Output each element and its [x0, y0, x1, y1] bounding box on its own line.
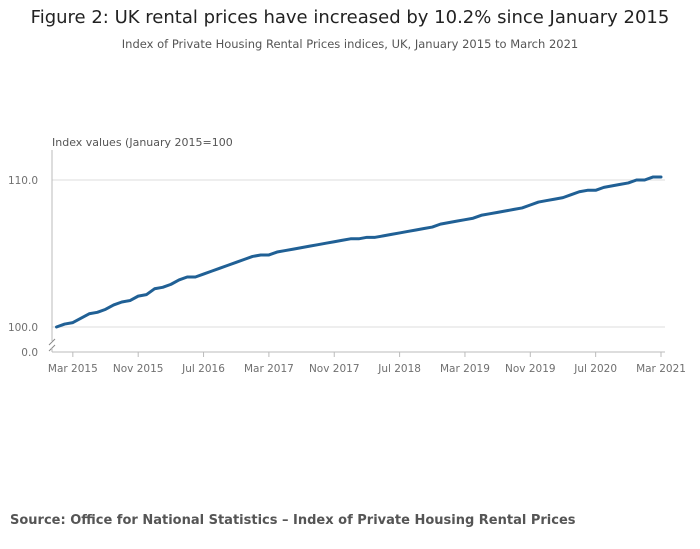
- x-tick-label: Nov 2017: [309, 363, 360, 375]
- series-group: [55, 175, 663, 329]
- chart-subtitle: Index of Private Housing Rental Prices i…: [121, 37, 579, 51]
- y-tick-label: 110.0: [8, 175, 38, 187]
- x-tick-label: Jul 2020: [573, 363, 617, 375]
- chart-title: Figure 2: UK rental prices have increase…: [30, 7, 670, 28]
- y-tick-label: 100.0: [8, 322, 38, 334]
- y-axis-label: Index values (January 2015=100: [52, 136, 233, 149]
- y-axis: 110.0 100.0 0.0: [8, 150, 56, 359]
- gridlines: [52, 179, 665, 328]
- series-line: [55, 175, 663, 329]
- y-break-label: 0.0: [21, 347, 38, 359]
- axis-break-mark-upper: [48, 338, 56, 346]
- x-tick-label: Jul 2018: [377, 363, 421, 375]
- x-tick-label: Mar 2015: [48, 363, 98, 375]
- source-note: Source: Office for National Statistics –…: [10, 513, 576, 528]
- x-axis: Mar 2015 Nov 2015 Jul 2016 Mar 2017 Nov 2017…: [48, 351, 686, 375]
- x-tick-label: Mar 2021: [636, 363, 686, 375]
- x-tick-label: Nov 2015: [113, 363, 164, 375]
- x-tick-label: Mar 2017: [244, 363, 294, 375]
- x-tick-label: Mar 2019: [440, 363, 490, 375]
- x-tick-label: Jul 2016: [181, 363, 225, 375]
- x-tick-label: Nov 2019: [505, 363, 556, 375]
